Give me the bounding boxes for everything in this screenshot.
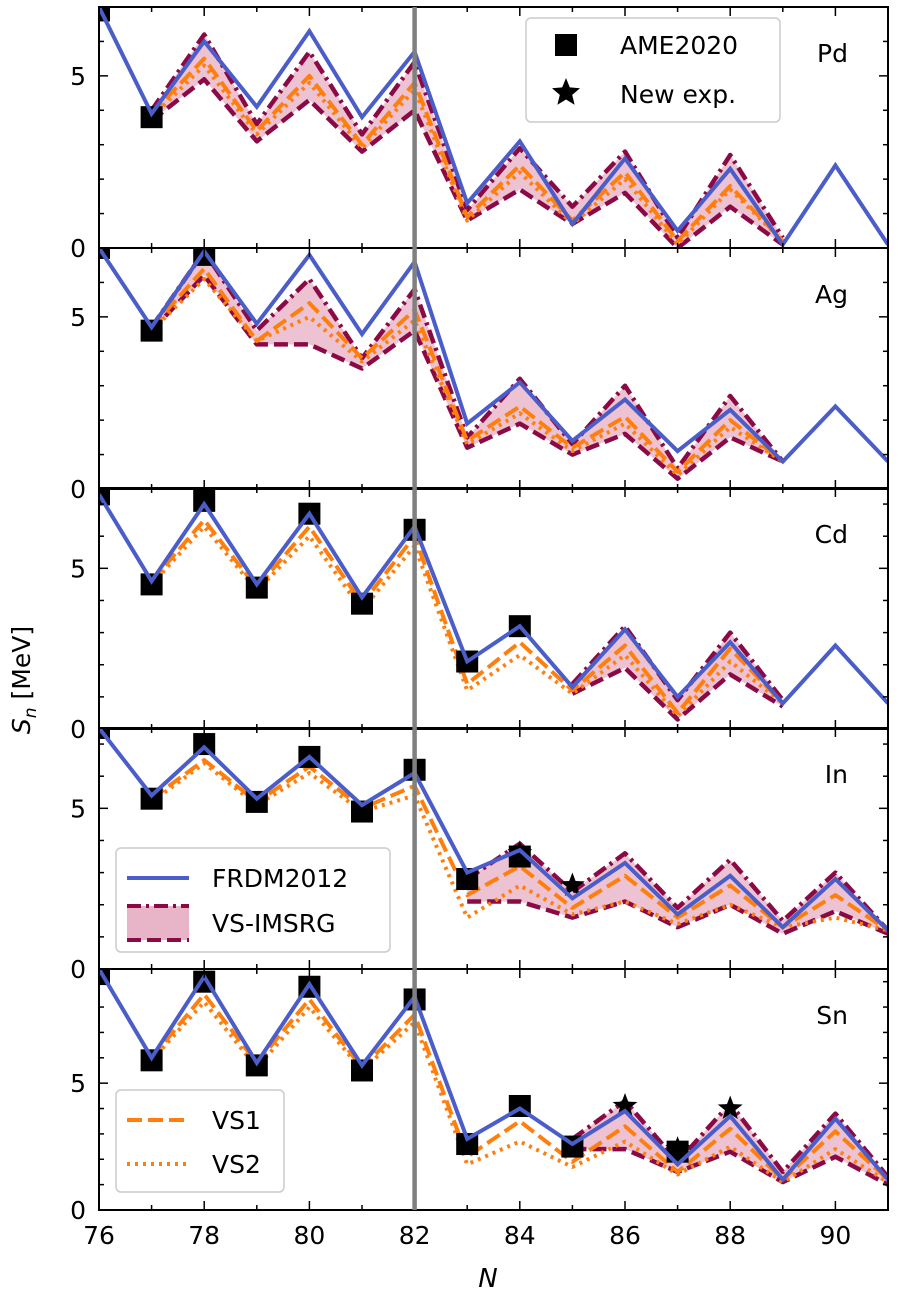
legend-ame-label: AME2020	[620, 31, 738, 60]
legend-imsrg-band	[127, 906, 189, 940]
legend-vs1-label: VS1	[212, 1106, 261, 1135]
panel-label-ag: Ag	[815, 280, 848, 309]
panel-plot-cd	[99, 488, 888, 722]
vs2-line-in	[150, 761, 888, 933]
y-tick-label-sn: 0	[70, 1196, 86, 1225]
vs1-line-ag	[150, 266, 785, 474]
panel-cd: 0 5 Cd	[70, 487, 889, 744]
ame-marker-pd	[140, 106, 163, 129]
ame-marker-cd	[351, 592, 373, 615]
x-axis-label: N	[478, 1264, 497, 1294]
y-tick-label-in: 0	[70, 955, 86, 984]
legend-frdm-label: FRDM2012	[212, 864, 348, 893]
legend-bottom: VS1 VS2	[115, 1089, 285, 1193]
y-axis-label-subscript: n	[21, 707, 41, 718]
x-tick-labels: 76 78 80 82 84 86 88 90	[83, 1221, 851, 1250]
imsrg-lower-line-cd	[571, 665, 784, 722]
x-tick-label: 80	[293, 1221, 325, 1250]
y-axis-label-unit: [MeV]	[7, 626, 36, 708]
x-tick-label: 78	[188, 1221, 220, 1250]
panel-label-in: In	[825, 760, 848, 789]
vs1-line-in	[150, 758, 888, 933]
imsrg-band-pd	[151, 34, 783, 248]
legend-bottom-frame	[115, 1089, 285, 1193]
imsrg-lower-line-ag	[149, 273, 784, 481]
legend-vs2-label: VS2	[212, 1150, 261, 1179]
panel-plot-sn	[99, 969, 888, 1187]
y-axis-label-symbol: S	[7, 718, 36, 734]
new-exp-marker-sn	[612, 1093, 638, 1117]
vs1-line-cd	[150, 518, 785, 715]
y-tick-label-pd: 5	[70, 62, 86, 91]
legend-top: AME2020 New exp.	[525, 17, 781, 123]
imsrg-band-ag	[151, 251, 783, 479]
legend-top-frame	[525, 17, 781, 123]
vs1-line-sn	[150, 992, 888, 1182]
imsrg-band-in	[467, 843, 888, 934]
y-tick-label-pd: 0	[70, 234, 86, 263]
legend-new-exp-marker	[552, 78, 580, 105]
frdm-line-sn	[99, 969, 888, 1183]
vs2-line-pd	[150, 63, 785, 247]
imsrg-lower-line-pd	[150, 77, 785, 248]
y-tick-label-ag: 5	[70, 303, 86, 332]
ame-marker-sn	[456, 1133, 479, 1156]
x-tick-label: 82	[399, 1221, 431, 1250]
new-exp-marker-in	[560, 872, 585, 896]
x-tick-label: 90	[819, 1221, 851, 1250]
new-exp-marker-sn	[717, 1095, 743, 1119]
legend-imsrg-label: VS-IMSRG	[212, 909, 336, 938]
ame-marker-in	[351, 800, 373, 823]
ame-marker-cd	[99, 488, 110, 506]
y-tick-label-ag: 0	[70, 475, 86, 504]
imsrg-upper-line-in	[465, 841, 888, 932]
imsrg-lower-line-in	[467, 899, 888, 936]
x-tick-label: 88	[714, 1221, 746, 1250]
imsrg-upper-line-cd	[570, 623, 785, 703]
panel-label-sn: Sn	[816, 1001, 848, 1030]
x-tick-label: 86	[609, 1221, 641, 1250]
ame-marker-in	[193, 733, 216, 756]
panel-in: 0 5 In	[70, 727, 889, 984]
panel-pd: 0 5 Pd	[70, 6, 889, 263]
x-tick-label: 84	[504, 1221, 536, 1250]
legend-ame-marker	[555, 34, 577, 56]
ame-marker-in	[140, 787, 163, 810]
x-tick-label: 76	[83, 1221, 115, 1250]
panel-ag: 0 5 Ag	[70, 247, 889, 504]
frdm-line-pd	[99, 7, 888, 248]
legend-new-exp-label: New exp.	[620, 80, 736, 109]
new-exp-marker-sn	[665, 1136, 690, 1160]
panel-sn: 0 5 Sn	[70, 968, 889, 1225]
y-tick-label-in: 5	[70, 794, 86, 823]
frdm-line-ag	[99, 248, 888, 465]
y-tick-label-sn: 5	[70, 1069, 86, 1098]
imsrg-lower-line-sn	[572, 1146, 888, 1187]
y-tick-label-cd: 0	[70, 715, 86, 744]
panel-label-pd: Pd	[817, 39, 848, 68]
vs1-line-pd	[150, 56, 785, 244]
y-axis-label: Sn [MeV]	[7, 626, 41, 734]
imsrg-upper-line-pd	[149, 32, 785, 240]
frdm-line-in	[99, 728, 888, 932]
frdm-line-cd	[99, 493, 888, 707]
panel-plot-in	[99, 728, 888, 936]
imsrg-band-sn	[572, 1100, 888, 1185]
legend-mid: FRDM2012 VS-IMSRG	[115, 847, 391, 953]
y-tick-label-cd: 5	[70, 554, 86, 583]
panel-frame-sn	[98, 968, 889, 1211]
panel-plot-ag	[99, 248, 888, 481]
chart-panels: 0 5 Pd 0 5 Ag 0 5 Cd 0 5 In 0 5 Sn	[70, 6, 889, 1225]
ame-marker-sn	[351, 1059, 373, 1082]
ame-marker-in	[456, 868, 479, 891]
panel-plot-pd	[99, 7, 888, 248]
panel-label-cd: Cd	[815, 520, 848, 549]
